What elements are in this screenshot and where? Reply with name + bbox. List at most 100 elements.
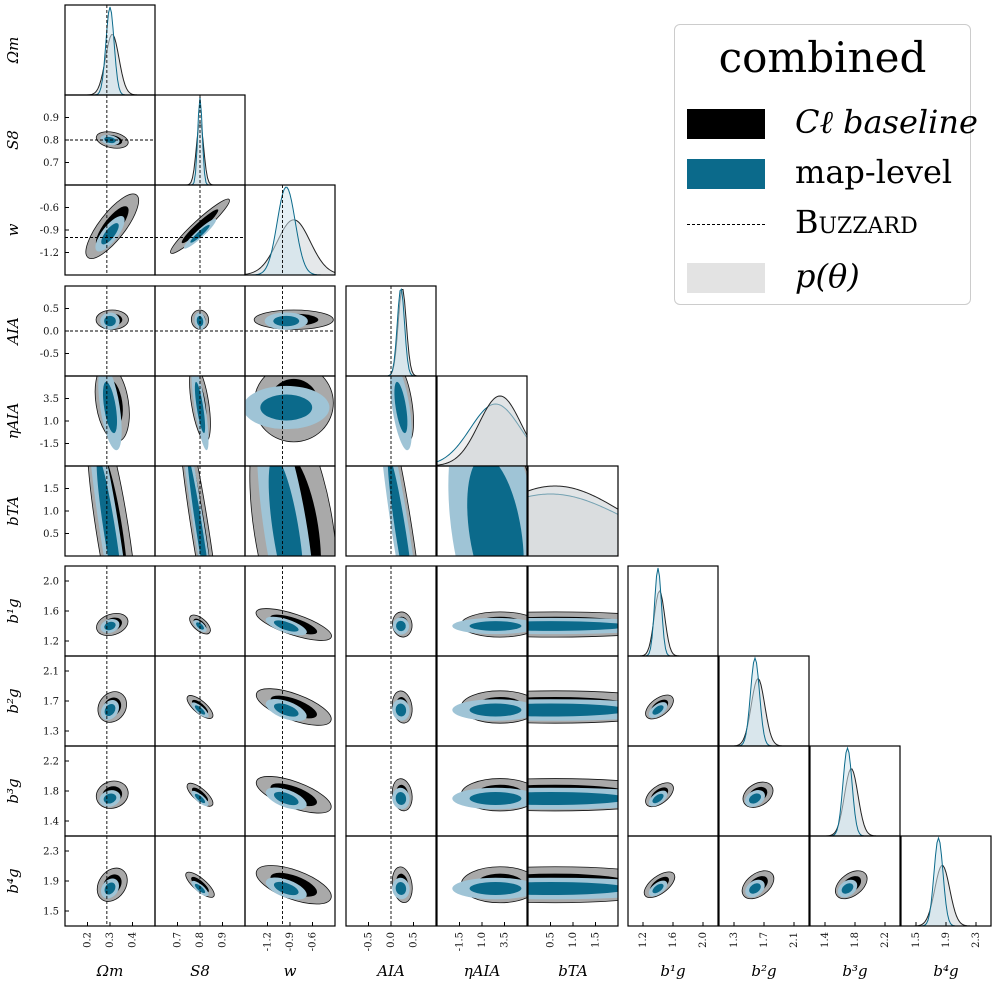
contour-map-68 xyxy=(528,621,618,631)
posterior-map-b_g^1 xyxy=(628,567,718,656)
contour-map-68 xyxy=(841,883,854,894)
y-tick-label-S_8: 0.7 xyxy=(43,158,59,169)
contour-map-68 xyxy=(396,620,406,632)
posterior-baseline-b_TA xyxy=(528,485,618,556)
contour-map-68 xyxy=(273,881,299,896)
contour-map-68 xyxy=(387,466,414,556)
x-tick-label-A_IA: -0.5 xyxy=(364,932,375,951)
panel-b_TA-vs-b_g^2 xyxy=(528,690,618,724)
x-tick-label-w: -1.2 xyxy=(263,932,274,951)
y-tick-label-S_8: 0.9 xyxy=(43,113,59,124)
contour-map-68 xyxy=(395,703,407,717)
x-axis-label-b_g^4: b⁴g xyxy=(933,962,958,980)
x-axis-label-b_g^1: b¹g xyxy=(660,962,685,980)
panel-A_IA-vs-b_g^4 xyxy=(390,836,413,926)
y-tick-label-b_g^4: 2.3 xyxy=(43,847,59,858)
diag-panel-Omega_m xyxy=(65,5,155,95)
contour-map-68 xyxy=(469,792,522,805)
diag-panel-S_8 xyxy=(155,95,245,185)
panel-frame xyxy=(345,465,437,557)
panel-w-vs-b_g^3 xyxy=(255,746,332,836)
panel-w-vs-A_IA xyxy=(245,286,335,376)
diag-panel-b_g^1 xyxy=(628,567,718,656)
panel-eta_AIA-vs-b_g^3 xyxy=(452,778,527,812)
y-tick-label-b_TA: 0.5 xyxy=(43,529,59,540)
y-tick-label-b_g^2: 1.7 xyxy=(43,697,59,708)
diag-panel-b_g^4 xyxy=(901,836,991,926)
panel-S_8-vs-eta_AIA xyxy=(189,376,211,466)
panel-Omega_m-vs-b_g^2 xyxy=(97,656,127,746)
panel-S_8-vs-b_g^4 xyxy=(185,836,215,926)
x-tick-label-b_g^1: 1.6 xyxy=(668,932,679,948)
x-tick-label-A_IA: 0.5 xyxy=(409,932,420,948)
x-tick-label-b_g^3: 1.4 xyxy=(820,932,831,948)
x-tick-label-S_8: 0.7 xyxy=(173,932,184,948)
panel-b_TA-vs-b_g^3 xyxy=(528,778,618,812)
panel-eta_AIA-vs-b_g^4 xyxy=(452,866,527,904)
panel-frame xyxy=(627,565,719,657)
y-tick-label-b_g^4: 1.9 xyxy=(43,877,59,888)
y-tick-label-w: -0.9 xyxy=(40,226,59,237)
panel-eta_AIA-vs-b_g^1 xyxy=(452,611,527,638)
panel-A_IA-vs-b_g^2 xyxy=(390,656,413,746)
panel-frame xyxy=(64,565,156,657)
y-tick-label-A_IA: 0.0 xyxy=(43,327,59,338)
contour-map-68 xyxy=(528,882,618,895)
legend-label-map-level: map-level xyxy=(795,153,953,191)
y-axis-label-b_g^1: b¹g xyxy=(4,598,22,623)
y-tick-label-b_TA: 1.5 xyxy=(43,484,59,495)
posterior-map-A_IA xyxy=(346,288,436,376)
x-tick-label-Omega_m: 0.2 xyxy=(83,932,94,948)
diag-panel-b_g^2 xyxy=(719,656,809,746)
panel-Omega_m-vs-A_IA xyxy=(65,286,155,376)
y-axis-label-Omega_m: Ωm xyxy=(4,37,22,65)
contour-map-68 xyxy=(652,883,664,894)
panel-b_g^2-vs-b_g^3 xyxy=(742,781,774,808)
contour-map-68 xyxy=(268,466,304,556)
y-tick-label-b_TA: 1.0 xyxy=(43,507,59,518)
legend-label-baseline: Cℓ baseline xyxy=(795,103,978,141)
panel-Omega_m-vs-S_8 xyxy=(65,95,155,185)
legend-entry-prior: p(θ) xyxy=(687,257,967,297)
y-tick-label-b_g^3: 2.2 xyxy=(43,757,59,768)
legend-entry-baseline: Cℓ baseline xyxy=(687,103,978,143)
legend-swatch-prior xyxy=(687,263,765,293)
contour-map-68 xyxy=(190,224,210,243)
y-tick-label-b_g^2: 1.3 xyxy=(43,727,59,738)
contour-map-68 xyxy=(395,792,407,805)
contour-map-68 xyxy=(652,705,664,715)
x-tick-label-w: -0.6 xyxy=(308,932,319,951)
panel-Omega_m-vs-b_g^1 xyxy=(96,566,129,656)
y-axis-label-eta_AIA: ηAIA xyxy=(4,403,22,440)
x-tick-label-b_g^4: 2.3 xyxy=(971,932,982,948)
contour-map-68 xyxy=(469,703,522,717)
x-axis-label-Omega_m: Ωm xyxy=(96,962,124,980)
panel-A_IA-vs-b_g^1 xyxy=(390,566,413,656)
x-tick-label-eta_AIA: 1.0 xyxy=(477,932,488,948)
x-axis-label-b_TA: bTA xyxy=(558,962,588,980)
x-tick-label-b_g^3: 1.8 xyxy=(850,932,861,948)
panel-A_IA-vs-b_TA xyxy=(379,466,425,556)
panel-b_g^1-vs-b_g^4 xyxy=(643,871,676,898)
legend-swatch-map-level xyxy=(687,159,765,189)
panel-frame xyxy=(527,565,619,657)
panel-eta_AIA-vs-b_g^2 xyxy=(452,690,527,724)
y-tick-label-b_g^4: 1.5 xyxy=(43,907,59,918)
legend-label-buzzard: Buzzard xyxy=(795,203,918,241)
contour-map-68 xyxy=(273,791,299,806)
x-axis-label-eta_AIA: ηAIA xyxy=(464,962,501,980)
panel-S_8-vs-w xyxy=(155,185,245,275)
x-tick-label-w: -0.9 xyxy=(285,932,296,951)
diag-panel-b_TA xyxy=(528,485,618,556)
panel-Omega_m-vs-b_TA xyxy=(86,466,139,556)
panel-w-vs-b_TA xyxy=(249,466,335,556)
legend: combined Cℓ baseline map-level Buzzard p… xyxy=(674,24,978,305)
diag-panel-A_IA xyxy=(346,286,436,376)
y-tick-label-b_g^1: 1.2 xyxy=(43,637,59,648)
x-axis-label-A_IA: AIA xyxy=(375,962,405,980)
x-axis-label-b_g^3: b³g xyxy=(842,962,867,980)
x-tick-label-b_TA: 0.5 xyxy=(546,932,557,948)
panel-w-vs-eta_AIA xyxy=(245,376,334,466)
panel-b_TA-vs-b_g^4 xyxy=(528,866,618,904)
panel-A_IA-vs-eta_AIA xyxy=(390,376,414,466)
